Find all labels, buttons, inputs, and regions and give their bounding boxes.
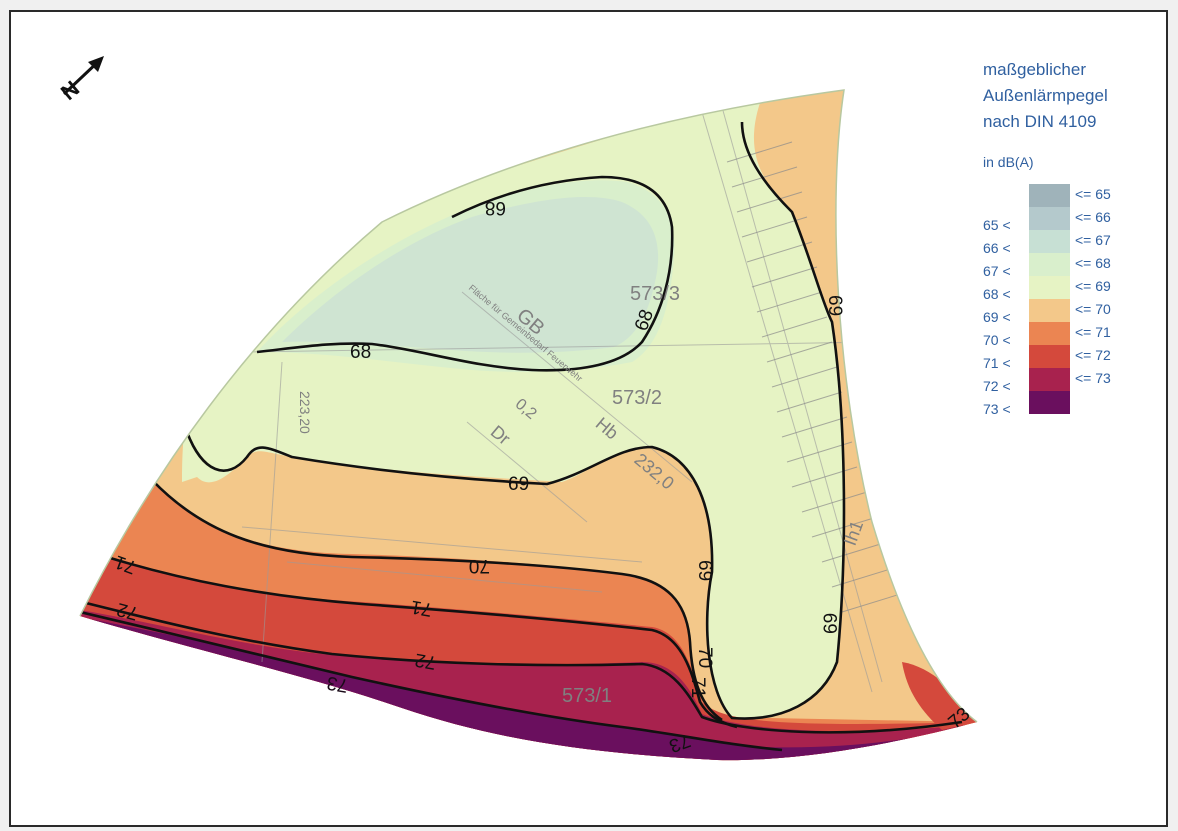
contour-69: [185, 121, 846, 720]
legend-title-1: maßgeblicher: [983, 60, 1086, 79]
contour-label-69-c: 69: [694, 560, 715, 581]
hatching: [726, 141, 908, 613]
legend-upper-label: <= 70: [1075, 301, 1111, 317]
legend-swatch: [1029, 322, 1070, 345]
contour-label-72-b: 72: [413, 649, 437, 673]
parcel-label-2: 573/2: [612, 387, 662, 409]
area-outline: [79, 89, 978, 723]
contour-72: [81, 600, 963, 734]
map-frame: 573/3 573/2 573/1 GB Dr Hb 0,2 232,0 223…: [9, 10, 1168, 827]
legend-title-2: Außenlärmpegel: [983, 86, 1108, 105]
north-arrow-icon: N: [56, 56, 104, 105]
legend-swatch: [1029, 345, 1070, 368]
parcel-label-3: 573/1: [562, 685, 612, 707]
legend-lower-label: 72 <: [983, 378, 1011, 394]
legend-swatch: [1029, 253, 1070, 276]
legend-upper-label: <= 69: [1075, 278, 1111, 294]
legend-title-3: nach DIN 4109: [983, 112, 1097, 131]
plan-lines: [241, 106, 883, 693]
contour-label-68-a: 68: [350, 342, 371, 363]
contour-70: [151, 479, 723, 722]
legend-upper-label: <= 66: [1075, 209, 1111, 225]
contour-73: [80, 610, 783, 752]
noise-map: 573/3 573/2 573/1 GB Dr Hb 0,2 232,0 223…: [56, 56, 978, 761]
legend-swatch: [1029, 230, 1070, 253]
contour-label-70-a: 70: [469, 555, 490, 576]
zone-66-67: [282, 197, 659, 353]
contour-68: [256, 175, 674, 372]
legend-unit: in dB(A): [983, 154, 1034, 170]
elev-label-2: 223,20: [297, 391, 313, 434]
legend-upper-label: <= 71: [1075, 324, 1111, 340]
legend-lower-label: 67 <: [983, 263, 1011, 279]
legend-lower-label: 66 <: [983, 240, 1011, 256]
contour-label-71-b: 71: [409, 596, 433, 620]
legend-lower-label: 71 <: [983, 355, 1011, 371]
legend-upper-label: <= 68: [1075, 255, 1111, 271]
legend-swatch: [1029, 368, 1070, 391]
legend-lower-label: 73 <: [983, 401, 1011, 417]
legend-swatch: [1029, 391, 1070, 414]
contour-label-69-a: 69: [508, 474, 529, 495]
contour-label-73-a: 73: [325, 672, 349, 696]
legend-swatch: [1029, 184, 1070, 207]
legend-swatch: [1029, 299, 1070, 322]
legend-swatch: [1029, 276, 1070, 299]
zone-corner: [902, 662, 977, 730]
legend-lower-label: 70 <: [983, 332, 1011, 348]
legend-upper-label: <= 73: [1075, 370, 1111, 386]
legend-lower-label: 69 <: [983, 309, 1011, 325]
legend-upper-label: <= 72: [1075, 347, 1111, 363]
contour-label-69-d: 69: [821, 613, 842, 634]
legend-upper-label: <= 65: [1075, 186, 1111, 202]
contour-label-70-b: 70: [694, 647, 715, 668]
legend-lower-label: 65 <: [983, 217, 1011, 233]
noise-zones: [80, 90, 977, 761]
legend-upper-label: <= 67: [1075, 232, 1111, 248]
contour-label-71-c: 71: [687, 677, 708, 698]
contour-label-68-top: 68: [485, 197, 506, 218]
contour-label-69-b: 69: [824, 295, 845, 316]
legend-swatch: [1029, 207, 1070, 230]
legend-lower-label: 68 <: [983, 286, 1011, 302]
contour-71: [106, 555, 738, 729]
parcel-label-1: 573/3: [630, 283, 680, 305]
